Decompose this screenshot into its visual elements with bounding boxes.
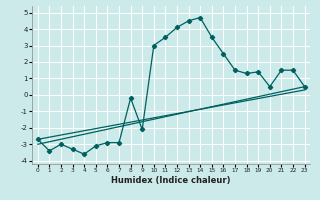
X-axis label: Humidex (Indice chaleur): Humidex (Indice chaleur) xyxy=(111,176,231,185)
